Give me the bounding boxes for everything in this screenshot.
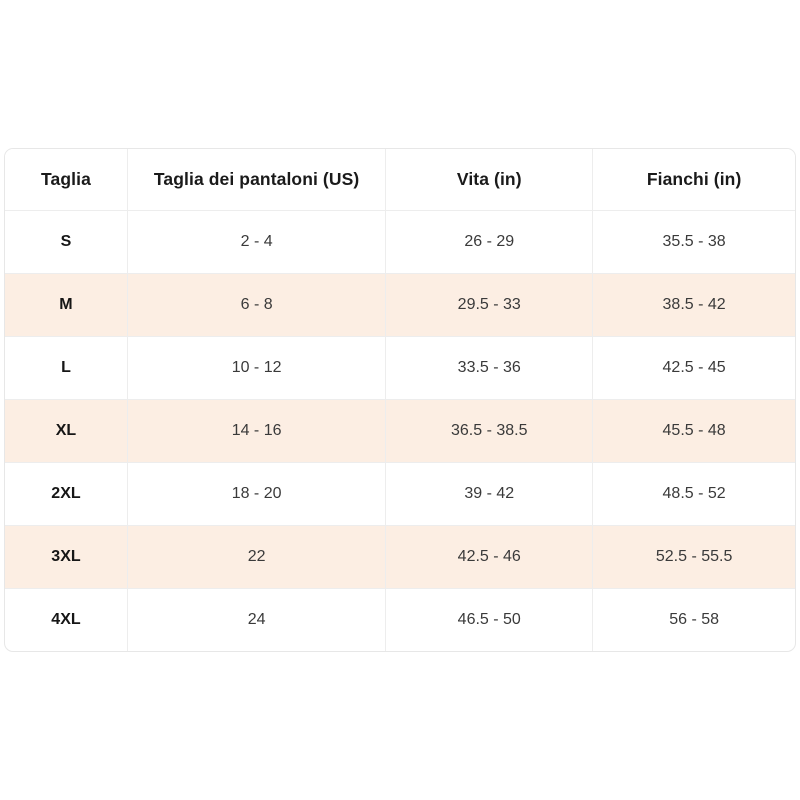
header-cell-waist: Vita (in) (385, 149, 594, 211)
waist-value: 29.5 - 33 (385, 273, 594, 337)
waist-value: 33.5 - 36 (385, 336, 594, 400)
table-row-s: S 2 - 4 26 - 29 35.5 - 38 (5, 210, 795, 274)
pants-size-value: 18 - 20 (127, 462, 387, 526)
waist-value: 39 - 42 (385, 462, 594, 526)
size-label: L (5, 336, 128, 400)
hips-value: 45.5 - 48 (592, 399, 795, 463)
pants-size-value: 24 (127, 588, 387, 651)
table-row-xl: XL 14 - 16 36.5 - 38.5 45.5 - 48 (5, 399, 795, 463)
size-label: M (5, 273, 128, 337)
header-cell-hips: Fianchi (in) (592, 149, 795, 211)
size-label: XL (5, 399, 128, 463)
hips-value: 48.5 - 52 (592, 462, 795, 526)
table-row-2xl: 2XL 18 - 20 39 - 42 48.5 - 52 (5, 462, 795, 526)
header-cell-taglia: Taglia (5, 149, 128, 211)
table-row-3xl: 3XL 22 42.5 - 46 52.5 - 55.5 (5, 525, 795, 589)
pants-size-value: 6 - 8 (127, 273, 387, 337)
waist-value: 46.5 - 50 (385, 588, 594, 651)
header-cell-pants-size-us: Taglia dei pantaloni (US) (127, 149, 387, 211)
waist-value: 36.5 - 38.5 (385, 399, 594, 463)
header-row: Taglia Taglia dei pantaloni (US) Vita (i… (5, 149, 795, 211)
size-label: 2XL (5, 462, 128, 526)
table-row-4xl: 4XL 24 46.5 - 50 56 - 58 (5, 588, 795, 651)
table-row-l: L 10 - 12 33.5 - 36 42.5 - 45 (5, 336, 795, 400)
hips-value: 35.5 - 38 (592, 210, 795, 274)
hips-value: 56 - 58 (669, 611, 720, 628)
size-label: S (5, 210, 128, 274)
waist-value: 42.5 - 46 (385, 525, 594, 589)
waist-value: 26 - 29 (385, 210, 594, 274)
size-label: 4XL (5, 588, 128, 651)
size-chart-table: Taglia Taglia dei pantaloni (US) Vita (i… (5, 149, 795, 651)
hips-value: 38.5 - 42 (592, 273, 795, 337)
hips-value: 52.5 - 55.5 (592, 525, 795, 589)
pants-size-value: 14 - 16 (127, 399, 387, 463)
pants-size-value: 10 - 12 (127, 336, 387, 400)
hips-value: 42.5 - 45 (592, 336, 795, 400)
table-row-m: M 6 - 8 29.5 - 33 38.5 - 42 (5, 273, 795, 337)
pants-size-value: 22 (127, 525, 387, 589)
pants-size-value: 2 - 4 (127, 210, 387, 274)
size-label: 3XL (5, 525, 128, 589)
size-chart-container: Taglia Taglia dei pantaloni (US) Vita (i… (4, 148, 796, 652)
